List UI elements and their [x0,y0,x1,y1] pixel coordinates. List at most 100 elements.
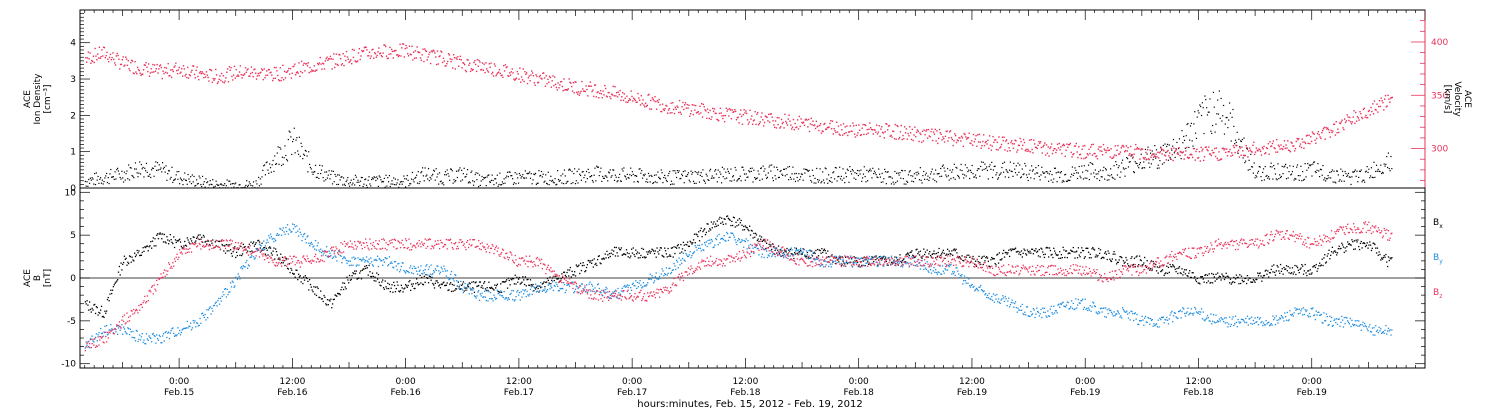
velocity-point [414,50,417,52]
velocity-point [847,134,849,137]
b-point [1106,258,1108,261]
b-point [787,253,789,255]
density-point [439,181,441,183]
b-point [929,250,931,253]
density-point [689,181,691,183]
b-point [450,290,453,293]
velocity-point [910,138,913,141]
density-point [1110,168,1112,170]
density-point [543,181,545,183]
b-point [696,234,698,236]
b-point [1367,247,1369,249]
density-point [506,171,509,173]
density-point [938,172,940,175]
b-point [1245,277,1247,280]
density-point [1175,148,1177,150]
density-point [651,175,653,178]
density-point [264,174,267,176]
velocity-point [585,85,587,87]
density-point [1187,122,1189,125]
velocity-point [127,59,129,62]
density-point [590,175,592,178]
velocity-point [480,68,483,71]
b-point [235,251,238,254]
velocity-point [1173,147,1175,149]
density-point [395,184,397,186]
b-point [245,249,247,251]
b-point [1116,261,1119,264]
velocity-point [266,70,268,72]
density-point [988,166,990,168]
density-point [604,175,606,177]
velocity-point [811,124,813,126]
velocity-point [1094,152,1096,155]
velocity-point [504,64,507,66]
b-point [640,254,642,257]
velocity-point [470,68,473,70]
b-point [1208,273,1210,275]
density-point [438,183,440,185]
velocity-point [367,55,369,57]
density-point [932,178,934,180]
density-point [359,180,362,182]
density-point [1381,171,1384,173]
density-point [761,178,763,180]
velocity-point [699,105,701,108]
density-point [292,138,295,140]
velocity-point [1168,155,1170,157]
velocity-point [1124,151,1126,153]
velocity-point [640,95,643,97]
velocity-point [463,63,466,66]
density-point [1245,160,1247,162]
density-point [756,177,758,179]
b-point [1145,266,1148,268]
velocity-point [535,74,537,76]
velocity-point [620,99,622,102]
velocity-point [762,125,765,127]
density-point [578,168,580,170]
b-point [303,276,305,278]
density-point [919,167,921,169]
density-point [293,127,295,129]
density-point [805,168,807,170]
density-point [507,176,509,178]
velocity-point [469,62,471,64]
b-point [1265,269,1267,271]
density-point [1307,167,1310,169]
velocity-point [578,94,581,96]
b-point [596,264,598,267]
density-point [484,176,487,179]
density-point [1093,176,1096,178]
velocity-point [340,64,343,66]
b-point [1025,254,1028,256]
b-point [300,281,302,283]
b-point [231,255,233,257]
velocity-point [1150,156,1152,158]
b-point [191,327,194,329]
b-point [275,248,277,250]
velocity-point [673,112,676,115]
velocity-point [859,134,862,137]
density-point [139,161,141,163]
velocity-point [775,127,778,129]
b-point [517,281,519,283]
b-point [1341,244,1344,246]
density-point [524,170,526,172]
b-point [784,250,786,252]
velocity-point [1185,150,1187,152]
velocity-point [1291,142,1293,144]
velocity-point [558,87,560,89]
velocity-point [1074,145,1077,147]
b-point [113,284,115,286]
velocity-point [300,60,303,63]
b-point [671,247,674,249]
velocity-point [802,122,804,124]
b-tick-label: 0 [70,274,76,284]
density-point [244,186,246,188]
b-point [1344,247,1346,249]
b-point [116,333,119,336]
velocity-point [1262,147,1264,150]
velocity-point [1268,153,1270,155]
velocity-point [493,63,496,65]
